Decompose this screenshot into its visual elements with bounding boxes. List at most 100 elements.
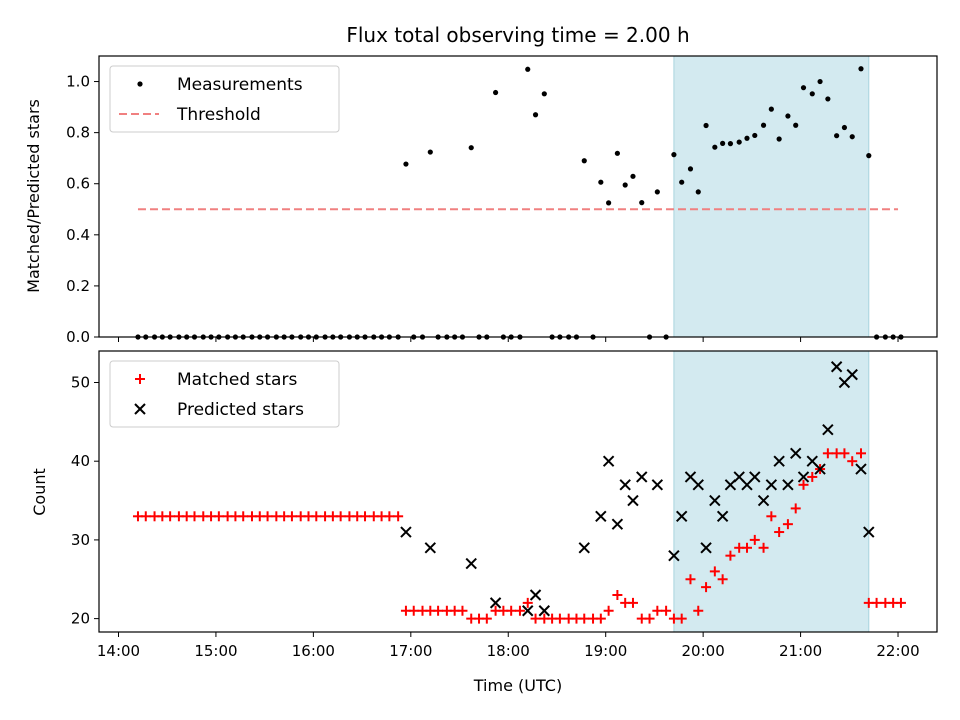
data-point: [140, 511, 151, 522]
x-tick-label: 20:00: [682, 642, 725, 660]
data-point: [530, 613, 541, 624]
data-point: [855, 463, 867, 475]
data-point: [668, 549, 680, 562]
data-point: [776, 136, 782, 142]
data-point: [695, 189, 701, 195]
data-point: [532, 112, 539, 118]
x-tick-label: 17:00: [389, 642, 432, 660]
y-tick-label: 40: [71, 452, 90, 470]
data-point: [578, 542, 590, 554]
data-point: [797, 471, 810, 483]
legend-entry: Measurements: [137, 75, 303, 95]
data-point: [408, 605, 419, 616]
data-point: [846, 368, 858, 381]
data-point: [661, 605, 672, 616]
legend-label: Predicted stars: [177, 400, 304, 420]
data-point: [855, 448, 866, 459]
data-point: [709, 566, 720, 577]
legend-marker: [135, 374, 145, 384]
legend-entry: Predicted stars: [134, 400, 304, 420]
data-point: [736, 139, 742, 145]
data-point: [712, 144, 718, 150]
data-point: [360, 511, 371, 522]
data-point: [849, 134, 855, 140]
data-point: [433, 605, 444, 616]
legend: Measurements Threshold: [109, 65, 340, 133]
highlight-span: [673, 351, 869, 632]
data-point: [522, 605, 534, 617]
data-point: [622, 182, 628, 188]
data-point: [720, 140, 726, 146]
data-point: [800, 85, 807, 91]
data-point: [679, 179, 685, 185]
x-tick-label: 14:00: [97, 642, 140, 660]
data-point: [825, 96, 831, 102]
data-point: [654, 189, 660, 195]
data-point: [830, 361, 843, 373]
data-point: [652, 605, 663, 616]
data-point: [766, 511, 777, 522]
data-point: [514, 605, 525, 616]
data-point: [785, 113, 791, 119]
data-point: [393, 511, 404, 522]
x-tick-label: 16:00: [292, 642, 335, 660]
data-point: [817, 78, 823, 85]
data-point: [693, 605, 704, 616]
data-point: [744, 135, 750, 141]
data-point: [727, 141, 734, 147]
data-point: [757, 494, 770, 507]
data-point: [676, 613, 687, 624]
data-point: [758, 542, 769, 553]
data-point: [809, 91, 815, 97]
data-point: [774, 527, 785, 538]
data-point: [525, 66, 531, 72]
data-point: [636, 471, 648, 483]
data-point: [603, 605, 614, 616]
data-point: [311, 511, 322, 522]
data-point: [602, 455, 615, 467]
data-point: [841, 124, 848, 131]
y-tick-label: 0.4: [66, 226, 90, 244]
data-point: [627, 494, 639, 507]
legend-box: [109, 65, 340, 133]
chart-title: Flux total observing time = 2.00 h: [346, 23, 689, 47]
data-point: [651, 479, 664, 491]
data-point: [403, 161, 409, 167]
legend-entry: Threshold: [119, 105, 261, 125]
data-point: [335, 511, 346, 522]
data-point: [554, 613, 565, 624]
data-point: [790, 503, 801, 514]
legend-label: Measurements: [177, 75, 303, 95]
data-point: [465, 557, 477, 570]
data-point: [765, 479, 778, 491]
data-point: [814, 463, 826, 475]
data-point: [612, 590, 623, 601]
y-tick-label: 0.0: [66, 328, 90, 346]
data-point: [790, 447, 802, 460]
data-point: [630, 173, 636, 179]
y-tick-label: 0.8: [66, 124, 90, 142]
data-point: [522, 597, 533, 608]
data-point: [538, 605, 551, 617]
data-point: [717, 574, 728, 585]
data-point: [692, 479, 704, 491]
data-point: [424, 542, 437, 554]
data-point: [614, 150, 620, 156]
data-point: [165, 511, 176, 522]
data-point: [749, 534, 760, 545]
y-tick-label: 50: [71, 373, 90, 391]
legend: Matched stars Predicted stars: [109, 360, 340, 428]
data-point: [782, 479, 794, 491]
data-point: [752, 132, 758, 139]
x-tick-label: 22:00: [876, 642, 919, 660]
y-tick-label: 30: [71, 531, 90, 549]
axes-frame: [98, 55, 938, 338]
data-point: [611, 518, 624, 530]
legend-label: Matched stars: [177, 370, 297, 390]
y-tick-label: 1.0: [66, 73, 90, 91]
series-predicted-stars: [400, 361, 875, 617]
data-point: [768, 106, 774, 112]
data-point: [384, 511, 395, 522]
data-point: [703, 122, 709, 129]
